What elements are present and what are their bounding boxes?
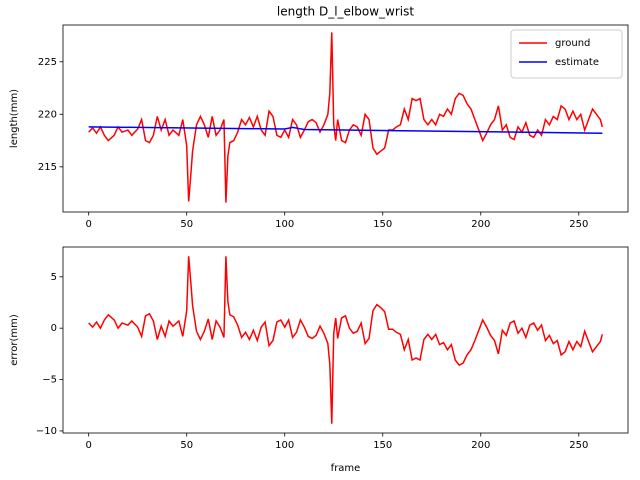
y-tick-label: 5 <box>51 272 57 283</box>
x-axis-label: frame <box>331 463 361 474</box>
x-tick-label: 150 <box>373 219 392 230</box>
data-line <box>88 126 603 134</box>
y-tick-label: 215 <box>38 162 57 173</box>
y-tick-label: 220 <box>38 109 57 120</box>
x-tick-label: 0 <box>85 440 91 451</box>
x-tick-label: 0 <box>85 219 91 230</box>
x-tick-label: 50 <box>180 219 193 230</box>
axes-frame <box>62 24 629 213</box>
x-tick-label: 200 <box>471 440 490 451</box>
x-tick-label: 250 <box>569 219 588 230</box>
chart-title: length D_l_elbow_wrist <box>277 5 414 19</box>
y-axis-label: length(mm) <box>9 89 20 148</box>
legend-box <box>510 29 623 79</box>
x-tick-label: 100 <box>275 440 294 451</box>
x-tick-label: 250 <box>569 440 588 451</box>
legend-label: estimate <box>555 57 599 68</box>
y-tick-label: −10 <box>36 426 57 437</box>
axes-frame <box>62 246 629 434</box>
legend-label: ground <box>555 38 590 49</box>
y-tick-label: 0 <box>51 323 57 334</box>
y-tick-label: 225 <box>38 57 57 68</box>
y-tick-label: −5 <box>42 375 57 386</box>
x-tick-label: 150 <box>373 440 392 451</box>
x-tick-label: 200 <box>471 219 490 230</box>
x-tick-label: 100 <box>275 219 294 230</box>
y-axis-label: error(mm) <box>9 314 20 366</box>
x-tick-label: 50 <box>180 440 193 451</box>
data-line <box>88 256 604 424</box>
